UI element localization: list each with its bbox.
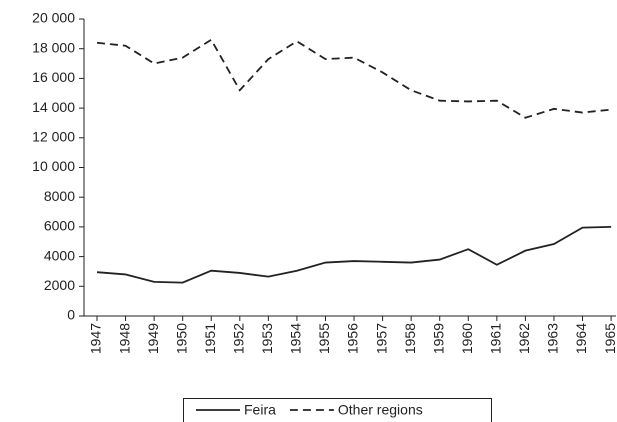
y-tick-label: 4000 [44,247,75,263]
y-tick-label: 8000 [44,188,75,204]
y-tick-label: 10 000 [32,158,75,174]
x-tick-label: 1957 [373,323,389,354]
legend: Feira Other regions [183,398,492,422]
y-tick-label: 18 000 [32,39,75,55]
y-tick-label: 12 000 [32,129,75,145]
x-tick-label: 1947 [88,323,104,354]
x-tick-label: 1952 [231,323,247,354]
x-tick-label: 1965 [602,323,617,354]
y-tick-label: 16 000 [32,69,75,85]
series-line [96,38,612,119]
y-tick-label: 0 [67,307,75,323]
x-tick-label: 1959 [430,323,446,354]
x-tick-label: 1964 [573,323,589,354]
x-tick-label: 1948 [116,323,132,354]
y-tick-label: 2000 [44,277,75,293]
x-tick-label: 1958 [402,323,418,354]
legend-label: Feira [244,402,276,418]
x-tick-label: 1963 [545,323,561,354]
series-line [96,226,612,284]
y-tick-label: 14 000 [32,99,75,115]
legend-box [183,398,492,422]
y-tick-label: 6000 [44,218,75,234]
x-tick-label: 1961 [488,323,504,354]
x-tick-label: 1960 [459,323,475,354]
x-tick-label: 1962 [516,323,532,354]
x-tick-label: 1955 [316,323,332,354]
x-tick-label: 1953 [259,323,275,354]
y-tick-label: 20 000 [32,10,75,26]
x-tick-label: 1950 [173,323,189,354]
x-tick-label: 1949 [145,323,161,354]
x-tick-label: 1951 [202,323,218,354]
x-tick-label: 1956 [345,323,361,354]
x-tick-label: 1954 [288,323,304,354]
legend-label: Other regions [338,402,423,418]
